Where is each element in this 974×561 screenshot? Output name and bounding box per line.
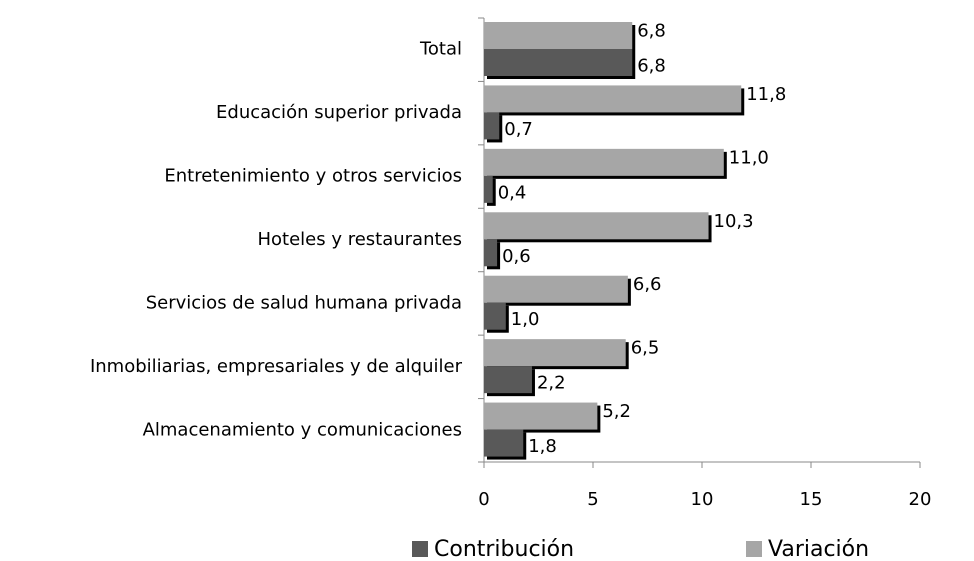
data-label: 6,8 [637,21,666,42]
data-label: 1,0 [511,309,540,330]
y-tick-label: Educación superior privada [216,102,462,123]
bar [484,212,709,240]
x-tick-label: 0 [478,489,489,510]
bar [484,366,532,394]
x-tick-label: 15 [800,489,823,510]
y-tick-label: Almacenamiento y comunicaciones [143,419,462,440]
bar [484,339,626,367]
data-label: 2,2 [537,373,566,394]
bar [484,239,498,267]
x-tick-label: 10 [691,489,714,510]
bar [484,275,628,303]
legend-label: Variación [768,537,869,561]
data-label: 5,2 [602,401,631,422]
bar [484,49,633,76]
data-label: 0,7 [504,119,533,140]
data-label: 6,5 [631,338,660,359]
bar [484,112,500,140]
legend-label: Contribución [434,537,574,561]
x-tick-label: 5 [587,489,598,510]
data-label: 10,3 [714,211,754,232]
legend-swatch [412,541,428,557]
data-label: 11,0 [729,147,769,168]
data-label: 1,8 [528,436,557,457]
x-tick-label: 20 [909,489,932,510]
bar [484,85,742,113]
y-tick-label: Hoteles y restaurantes [257,229,462,250]
data-label: 0,6 [502,246,531,267]
y-tick-label: Total [419,39,462,60]
bar [484,302,506,330]
bar [484,22,633,49]
bar [484,148,724,176]
y-tick-label: Servicios de salud humana privada [146,292,462,313]
data-label: 6,6 [633,274,662,295]
data-label: 0,4 [498,182,527,203]
data-label: 11,8 [746,84,786,105]
bar [484,175,493,203]
legend-swatch [746,541,762,557]
bar [484,402,598,430]
y-tick-label: Entretenimiento y otros servicios [164,166,462,187]
y-tick-label: Inmobiliarias, empresariales y de alquil… [90,356,463,377]
data-label: 6,8 [637,56,666,77]
bar [484,429,524,457]
